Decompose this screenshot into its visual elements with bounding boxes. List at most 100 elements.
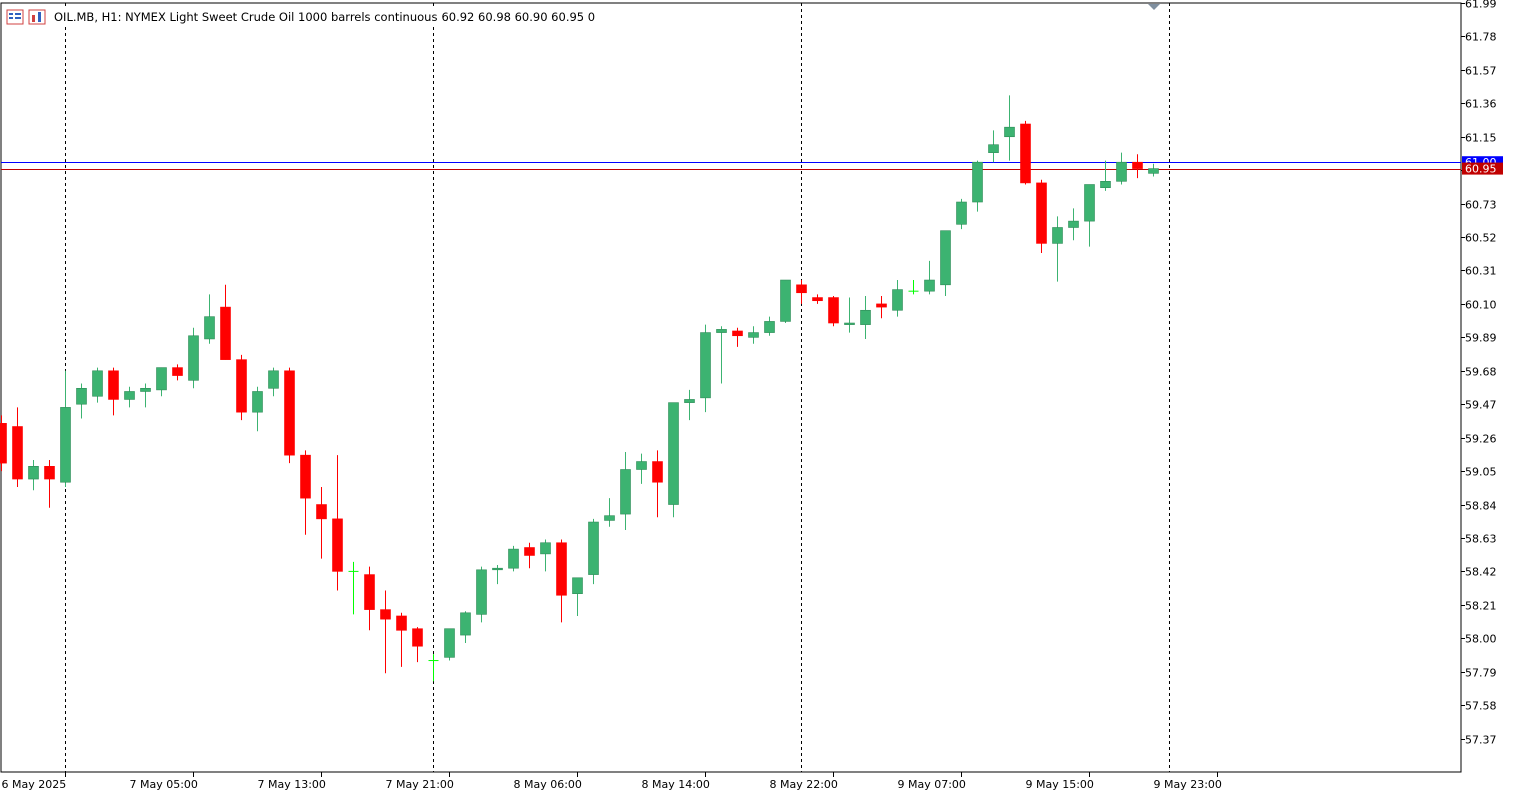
candle-body[interactable] [268,370,279,389]
candle-body[interactable] [796,284,807,294]
candle-body[interactable] [396,615,407,631]
candle-body[interactable] [652,461,663,483]
y-tick-label: 61.78 [1465,31,1497,44]
x-tick-label: 8 May 22:00 [770,778,838,791]
candle-body[interactable] [92,370,103,397]
candle-body[interactable] [204,316,215,340]
candle-body[interactable] [1036,182,1047,244]
candle-body[interactable] [460,612,471,636]
candle-body[interactable] [780,279,791,322]
candle-body[interactable] [156,367,167,391]
candle-body[interactable] [604,515,615,521]
candle-body[interactable] [940,230,951,286]
candle-body[interactable] [1068,220,1079,228]
ohlc-values: 60.92 60.98 60.90 60.95 0 [441,10,596,24]
x-tick-label: 7 May 05:00 [130,778,198,791]
candle-body[interactable] [556,542,567,596]
candle-body[interactable] [12,426,23,480]
candle-body[interactable] [1132,161,1143,169]
candle-body[interactable] [28,466,39,480]
y-tick-label: 58.42 [1465,566,1497,579]
candle-body[interactable] [716,329,727,333]
y-tick-label: 59.47 [1465,399,1497,412]
bid-price-tag: 60.95 [1465,163,1497,176]
candle-body[interactable] [108,370,119,400]
candle-body[interactable] [828,297,839,324]
candle-body[interactable] [332,518,343,572]
y-tick-label: 61.36 [1465,98,1497,111]
candle-body[interactable] [764,321,775,333]
candle-body[interactable] [508,548,519,569]
candle-body[interactable] [748,332,759,338]
candle-body[interactable] [524,547,535,556]
candle-body[interactable] [1004,126,1015,138]
candle-body[interactable] [924,279,935,292]
candle-body[interactable] [316,504,327,520]
x-tick-label: 7 May 21:00 [386,778,454,791]
y-tick-label: 61.15 [1465,132,1497,145]
candle-body[interactable] [620,469,631,515]
candle-body[interactable] [844,322,855,325]
y-tick-label: 58.21 [1465,600,1497,613]
candle-body[interactable] [300,454,311,499]
candle-body[interactable] [860,309,871,325]
candle-body[interactable] [76,387,87,405]
candle-body[interactable] [572,577,583,594]
candle-body[interactable] [1052,227,1063,244]
candle-body[interactable] [812,297,823,302]
x-tick-label: 8 May 14:00 [642,778,710,791]
candle-body[interactable] [1116,161,1127,182]
candle-body[interactable] [892,289,903,311]
candle-body[interactable] [700,332,711,399]
candle-body[interactable] [540,542,551,555]
candle-body[interactable] [1148,168,1159,174]
candle-body[interactable] [284,370,295,456]
x-tick-label: 7 May 13:00 [258,778,326,791]
candle-body[interactable] [220,306,231,360]
plot-frame [0,2,1462,773]
y-tick-label: 57.37 [1465,734,1497,747]
candle-body[interactable] [988,144,999,153]
candle-body[interactable] [684,399,695,403]
chart-menu-icon[interactable] [6,9,24,25]
candle-body[interactable] [956,201,967,225]
candle-body[interactable] [636,461,647,470]
y-tick-label: 59.05 [1465,466,1497,479]
y-tick-label: 60.73 [1465,199,1497,212]
candle-body[interactable] [44,466,55,480]
candle-body[interactable] [732,330,743,337]
candle-body[interactable] [236,359,247,413]
x-tick-label: 8 May 06:00 [514,778,582,791]
chart-shift-marker-icon[interactable] [1148,4,1160,10]
candle-body[interactable] [380,609,391,620]
indicators-icon[interactable] [28,9,46,25]
candle-body[interactable] [476,569,487,615]
candle-body[interactable] [252,391,263,413]
y-tick-label: 61.57 [1465,65,1497,78]
x-tick-label: 6 May 2025 [2,778,67,791]
candle-body[interactable] [1100,181,1111,188]
candle-body[interactable] [140,387,151,392]
candle-body[interactable] [444,628,455,658]
y-tick-label: 61.99 [1465,0,1497,11]
candle-body[interactable] [876,303,887,308]
candle-body[interactable] [972,161,983,203]
symbol-title: OIL.MB, H1: NYMEX Light Sweet Crude Oil … [54,10,438,24]
y-tick-label: 58.84 [1465,500,1497,513]
candle-body[interactable] [412,628,423,647]
candle-body[interactable] [0,423,7,464]
x-tick-label: 9 May 23:00 [1154,778,1222,791]
candle-body[interactable] [124,391,135,400]
candle-body[interactable] [492,567,503,571]
candle-body[interactable] [364,574,375,610]
candle-body[interactable] [1084,184,1095,222]
candle-body[interactable] [668,402,679,505]
y-tick-label: 58.63 [1465,533,1497,546]
candle-body[interactable] [188,335,199,381]
candle-body[interactable] [588,521,599,575]
candle-body[interactable] [60,407,71,483]
candle-body[interactable] [1020,123,1031,184]
candle-body[interactable] [172,367,183,376]
